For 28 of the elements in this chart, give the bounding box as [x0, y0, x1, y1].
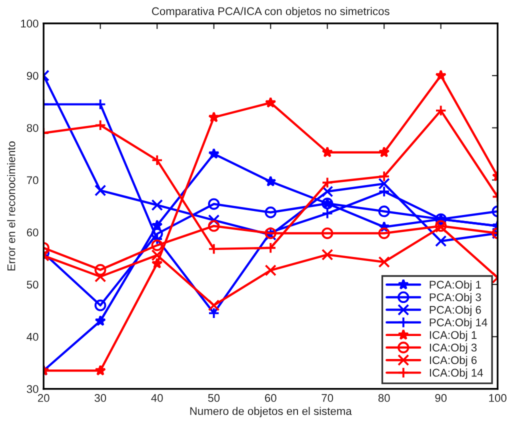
x-tick-label: 60 — [264, 394, 276, 402]
y-tick-label: 90 — [26, 72, 38, 80]
legend-label: ICA:Obj 3 — [430, 343, 477, 354]
y-tick-label: 80 — [26, 124, 38, 132]
x-tick-label: 100 — [489, 394, 506, 402]
x-axis-title: Numero de objetos en el sistema — [190, 406, 352, 418]
x-tick-label: 40 — [151, 394, 163, 402]
y-tick-label: 70 — [26, 176, 38, 184]
legend-label: PCA:Obj 1 — [430, 280, 481, 291]
y-tick-label: 100 — [21, 20, 38, 28]
x-tick-label: 90 — [435, 394, 447, 402]
legend-label: ICA:Obj 14 — [430, 368, 483, 379]
chart-title: Comparativa PCA/ICA con objetos no simetricos — [152, 6, 390, 18]
y-axis-title: Error en el reconocimiento — [7, 141, 16, 270]
y-tick-label: 40 — [26, 332, 38, 341]
x-tick-label: 70 — [322, 394, 334, 402]
legend-label: ICA:Obj 1 — [430, 330, 477, 342]
x-tick-label: 50 — [208, 394, 220, 402]
legend-label: ICA:Obj 6 — [430, 356, 477, 366]
legend-label: PCA:Obj 14 — [430, 318, 488, 329]
legend-label: PCA:Obj 3 — [430, 293, 481, 304]
legend-label: PCA:Obj 6 — [430, 306, 481, 316]
x-tick-label: 20 — [38, 394, 50, 402]
x-tick-label: 30 — [94, 394, 106, 402]
x-tick-label: 80 — [378, 394, 390, 402]
y-tick-label: 60 — [26, 228, 38, 236]
y-tick-label: 50 — [26, 280, 38, 289]
y-tick-label: 30 — [26, 385, 38, 394]
